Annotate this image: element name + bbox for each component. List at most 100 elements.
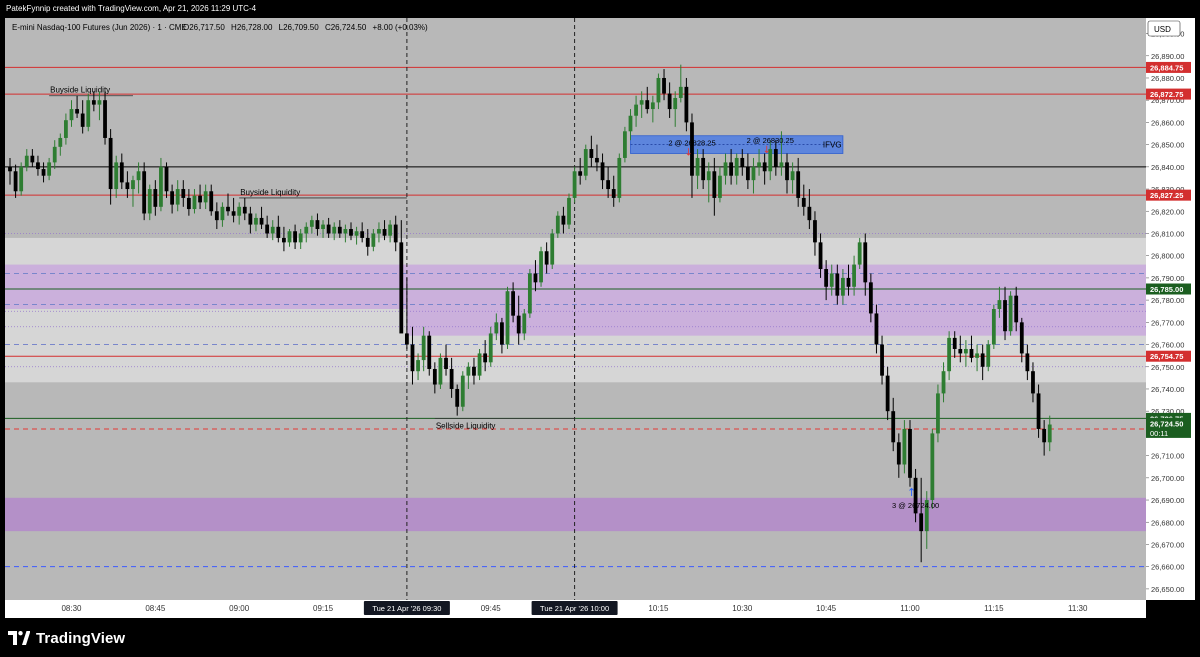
candle-body xyxy=(432,368,437,385)
tradingview-wordmark: TradingView xyxy=(36,629,126,647)
candle-body xyxy=(902,428,907,465)
candle-body xyxy=(1042,428,1047,443)
candle-body xyxy=(58,137,63,147)
candle-body xyxy=(404,333,409,345)
y-tick-label: 26,880.00 xyxy=(1151,74,1184,83)
candle-body xyxy=(852,264,856,287)
candle-body xyxy=(259,217,264,225)
candle-body xyxy=(779,162,784,167)
candle-body xyxy=(611,189,616,198)
candle-body xyxy=(930,433,935,501)
y-tick-label: 26,780.00 xyxy=(1151,296,1184,305)
candle-body xyxy=(522,313,527,334)
candle-body xyxy=(80,113,85,127)
ifvg-layer: IFVG xyxy=(630,135,844,154)
candle-body xyxy=(807,206,812,221)
candle-body xyxy=(796,171,801,198)
candle-body xyxy=(170,191,175,205)
y-tick-label: 26,800.00 xyxy=(1151,252,1184,261)
candle-body xyxy=(846,277,851,287)
candle-body xyxy=(103,100,107,138)
y-tick-label: 26,870.00 xyxy=(1151,96,1184,105)
x-tick-label: 10:45 xyxy=(816,604,837,613)
y-tick-label: 26,660.00 xyxy=(1151,563,1184,572)
candle-body xyxy=(276,226,281,238)
candle-body xyxy=(270,226,275,234)
y-tick-label: 26,690.00 xyxy=(1151,496,1184,505)
candle-body xyxy=(857,242,862,265)
candle-body xyxy=(818,242,823,270)
price-label-box xyxy=(1146,417,1191,438)
candle-body xyxy=(706,171,711,181)
y-tick-label: 26,710.00 xyxy=(1151,452,1184,461)
candle-body xyxy=(634,104,638,116)
candle-body xyxy=(220,206,225,221)
price-label-box xyxy=(1146,189,1191,201)
candle-body xyxy=(544,251,549,265)
instrument-title: E-mini Nasdaq-100 Futures (Jun 2026) · 1… xyxy=(12,23,187,32)
y-tick-label: 26,790.00 xyxy=(1151,274,1184,283)
candle-body xyxy=(863,242,868,283)
ohlc-close: C26,724.50 xyxy=(325,23,367,32)
candle-body xyxy=(975,353,979,358)
x-tick-label: 11:00 xyxy=(900,604,920,613)
candle-body xyxy=(527,273,532,314)
candle-body xyxy=(175,189,180,205)
candle-body xyxy=(684,86,689,123)
candle-body xyxy=(455,388,460,407)
y-tick-label: 26,670.00 xyxy=(1151,540,1184,549)
candle-body xyxy=(198,195,202,203)
candle-body xyxy=(226,206,230,212)
price-label-text: 26,724.50 xyxy=(1150,419,1183,428)
candle-body xyxy=(947,337,952,372)
candle-body xyxy=(678,86,683,98)
candle-body xyxy=(583,149,588,176)
y-tick-label: 26,840.00 xyxy=(1151,163,1184,172)
candle-body xyxy=(1036,393,1041,429)
candle-body xyxy=(729,162,734,176)
candle-body xyxy=(399,242,404,334)
sell-arrow-icon: ↓ xyxy=(684,147,692,158)
candle-body xyxy=(941,371,946,394)
ohlc-change: +8.00 (+0.03%) xyxy=(373,23,428,32)
tradingview-logo[interactable]: TradingView xyxy=(8,629,125,647)
x-tick-label: 10:15 xyxy=(648,604,669,613)
candle-body xyxy=(382,229,387,236)
candle-body xyxy=(343,229,348,234)
candle-body xyxy=(287,231,292,243)
zone xyxy=(5,497,1146,532)
y-tick-label: 26,820.00 xyxy=(1151,207,1184,216)
y-tick-label: 26,680.00 xyxy=(1151,518,1184,527)
candle-body xyxy=(52,146,57,163)
candle-body xyxy=(952,337,957,349)
candle-body xyxy=(477,353,482,376)
candle-body xyxy=(578,171,583,176)
candle-body xyxy=(354,231,359,236)
currency-box[interactable] xyxy=(1147,20,1181,37)
candle-body xyxy=(125,182,130,190)
x-tick-label: 11:15 xyxy=(984,604,1004,613)
candle-body xyxy=(214,211,219,221)
candle-body xyxy=(298,233,303,243)
y-tick-label: 26,750.00 xyxy=(1151,363,1184,372)
liquidity-label: Buyside Liquidity xyxy=(50,86,110,95)
price-label-text: 26,827.25 xyxy=(1150,191,1183,200)
candle-body xyxy=(8,166,12,172)
candle-body xyxy=(567,197,571,225)
x-tick-label: 10:30 xyxy=(732,604,753,613)
candle-body xyxy=(41,169,46,176)
candlestick-chart[interactable]: IFVG Buyside Liquidity Buyside Liquidity S… xyxy=(5,18,1195,618)
candle-body xyxy=(421,335,426,361)
y-tick-label: 26,850.00 xyxy=(1151,141,1184,150)
candle-body xyxy=(449,368,454,389)
candle-body xyxy=(662,77,666,94)
candle-body xyxy=(963,348,968,354)
time-axis[interactable]: 08:30 08:45 09:00 09:15 Tue 21 Apr '26 09:30… xyxy=(61,601,1088,615)
trade-label: 3 @ 26724.00 xyxy=(892,501,939,510)
candle-body xyxy=(718,175,722,198)
candle-body xyxy=(516,315,521,334)
candle-body xyxy=(108,137,113,190)
candle-body xyxy=(773,149,778,167)
candle-body xyxy=(595,157,599,163)
candle-body xyxy=(1025,353,1030,372)
